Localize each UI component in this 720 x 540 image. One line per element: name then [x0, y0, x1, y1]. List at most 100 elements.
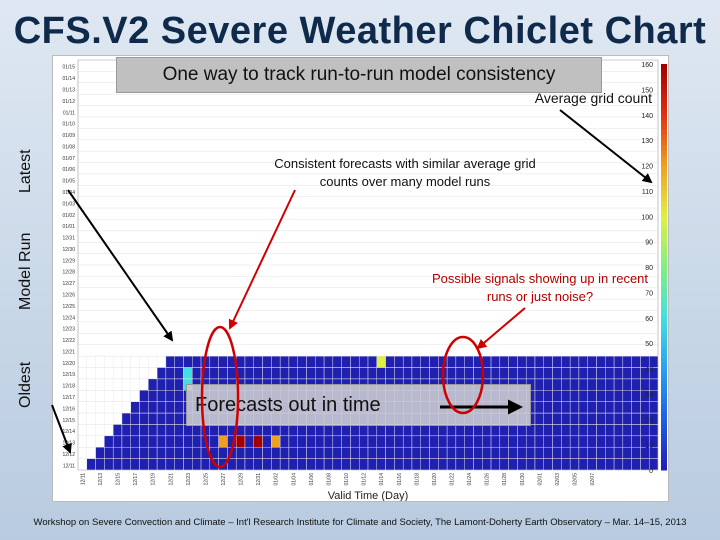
x-tick-label: 01/20 — [432, 473, 438, 486]
heatmap-cell — [411, 424, 421, 436]
heatmap-cell — [578, 355, 588, 368]
y-tick-label: 12/20 — [62, 361, 75, 367]
heatmap-cell — [534, 401, 544, 414]
heatmap-cell — [455, 447, 465, 459]
heatmap-cell — [253, 458, 263, 471]
colorbar-segment — [661, 307, 667, 314]
colorbar-tick-label: 40 — [645, 367, 653, 374]
heatmap-cell — [385, 458, 395, 471]
heatmap-cell — [297, 435, 307, 448]
heatmap-cell — [209, 367, 219, 380]
heatmap-cell — [455, 458, 465, 471]
y-tick-label: 12/15 — [62, 418, 75, 424]
heatmap-cell — [288, 435, 298, 448]
colorbar-tick-label: 30 — [645, 392, 653, 399]
colorbar-tick-label: 140 — [641, 113, 653, 120]
colorbar-segment — [661, 297, 667, 304]
slide-title: CFS.V2 Severe Weather Chiclet Chart — [13, 10, 707, 52]
heatmap-cell — [569, 401, 580, 414]
heatmap-cell — [244, 435, 254, 448]
heatmap-cell — [279, 424, 290, 436]
colorbar-segment — [661, 206, 667, 212]
heatmap-cell — [631, 412, 641, 425]
heatmap-cell — [394, 367, 404, 380]
colorbar-tick-label: 80 — [645, 265, 653, 272]
heatmap-cell — [332, 355, 342, 368]
heatmap-cell — [446, 367, 457, 380]
colorbar-segment — [661, 256, 667, 263]
heatmap-cell — [95, 447, 105, 459]
colorbar-segment — [661, 409, 667, 415]
y-tick-label: 01/07 — [62, 156, 75, 162]
heatmap-cell — [86, 458, 96, 471]
heatmap-cell — [534, 424, 544, 436]
heatmap-cell — [446, 435, 457, 448]
heatmap-cell — [464, 355, 474, 368]
heatmap-cell — [367, 367, 377, 380]
colorbar-segment — [661, 398, 667, 405]
heatmap-cell — [297, 424, 307, 436]
heatmap-cell — [420, 458, 430, 471]
colorbar-tick-label: 150 — [641, 87, 653, 94]
y-tick-label: 12/13 — [62, 441, 75, 447]
heatmap-cell — [148, 390, 158, 402]
heatmap-cell — [288, 424, 298, 436]
y-tick-label: 12/29 — [62, 258, 75, 264]
heatmap-cell — [631, 401, 641, 414]
heatmap-cell — [578, 412, 588, 425]
heatmap-cell — [613, 367, 623, 380]
heatmap-cell — [499, 435, 509, 448]
x-tick-label: 01/26 — [485, 473, 491, 486]
heatmap-cell — [253, 447, 263, 459]
heatmap-cell — [613, 401, 623, 414]
heatmap-cell — [104, 458, 114, 471]
x-tick-label: 01/06 — [309, 473, 315, 486]
heatmap-cell — [174, 447, 184, 459]
heatmap-cell — [200, 458, 210, 471]
heatmap-cell — [596, 424, 606, 436]
heatmap-cell — [640, 458, 650, 471]
heatmap-cell — [631, 390, 641, 402]
heatmap-cell — [315, 447, 325, 459]
heatmap-cell — [578, 390, 588, 402]
heatmap-cell — [376, 458, 386, 471]
heatmap-cell — [552, 355, 562, 368]
heatmap-cell — [631, 447, 641, 459]
y-tick-label: 12/24 — [62, 315, 75, 321]
heatmap-cell — [306, 447, 316, 459]
heatmap-cell — [253, 367, 263, 380]
heatmap-cell — [411, 367, 421, 380]
forecast-label-box: Forecasts out in time — [186, 384, 531, 426]
heatmap-cell — [605, 412, 615, 425]
heatmap-cell — [253, 435, 263, 448]
heatmap-cell — [596, 367, 606, 380]
heatmap-cell — [183, 447, 193, 459]
heatmap-cell — [385, 435, 395, 448]
y-tick-label: 12/23 — [62, 327, 75, 333]
colorbar-segment — [661, 312, 667, 319]
heatmap-cell — [605, 447, 615, 459]
colorbar-segment — [661, 444, 667, 451]
heatmap-cell — [121, 458, 131, 471]
colorbar-tick-label: 160 — [641, 62, 653, 69]
heatmap-cell — [174, 378, 184, 391]
heatmap-cell — [508, 424, 518, 436]
heatmap-cell — [464, 458, 474, 471]
heatmap-cell — [323, 447, 333, 459]
heatmap-cell — [534, 355, 544, 368]
heatmap-cell — [148, 435, 158, 448]
heatmap-cell — [288, 458, 298, 471]
heatmap-cell — [561, 412, 571, 425]
x-tick-label: 02/03 — [555, 473, 561, 486]
heatmap-cell — [490, 447, 500, 459]
colorbar-segment — [661, 79, 667, 85]
heatmap-cell — [367, 458, 377, 471]
heatmap-cell — [561, 435, 571, 448]
heatmap-cell — [429, 424, 439, 436]
x-tick-label: 01/28 — [502, 473, 508, 486]
colorbar-segment — [661, 449, 667, 456]
y-tick-label: 12/31 — [62, 236, 75, 242]
heatmap-cell — [517, 424, 527, 436]
heatmap-cell — [438, 424, 448, 436]
heatmap-cell — [499, 424, 509, 436]
